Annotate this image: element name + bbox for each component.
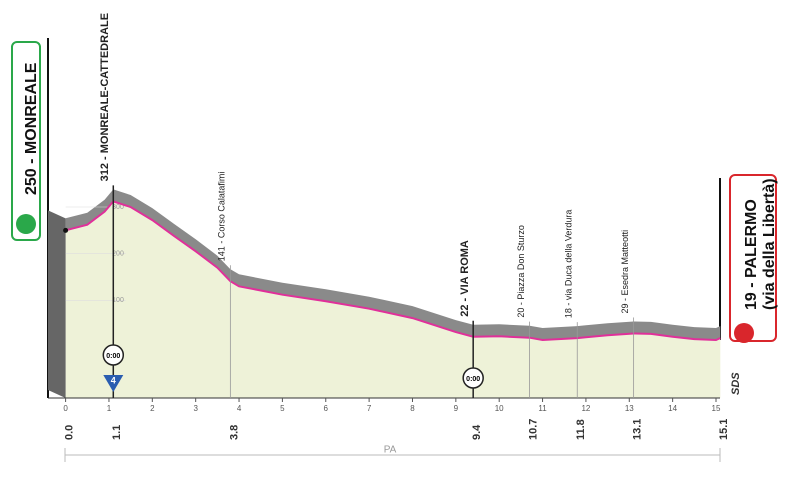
finish-label: (via della Libertà) — [761, 178, 778, 310]
waypoint-label: 18 - via Duca della Verdura — [564, 210, 574, 319]
profile-shadow — [65, 189, 721, 340]
start-label: 250 - MONREALE — [23, 62, 40, 195]
waypoint-label: 141 - Corso Calatafimi — [217, 172, 227, 262]
x-tick-label: 11 — [538, 404, 547, 413]
y-tick-label: 200 — [112, 251, 124, 258]
start-point — [63, 227, 69, 233]
time-check-label: 0:00 — [466, 376, 480, 383]
km-label: 15.1 — [718, 419, 730, 440]
km-label: 10.7 — [527, 419, 539, 440]
finish-label: 19 - PALERMO — [743, 199, 760, 310]
zone-label: PA — [384, 445, 397, 456]
km-label: 9.4 — [471, 424, 483, 440]
x-tick-label: 9 — [454, 404, 459, 413]
km-label: 0.0 — [64, 425, 76, 440]
time-check-icon — [462, 367, 484, 389]
finish-box — [729, 174, 777, 342]
x-tick-label: 10 — [495, 404, 504, 413]
x-tick-label: 5 — [280, 404, 285, 413]
x-tick-label: 6 — [324, 404, 329, 413]
km-label: 13.1 — [632, 419, 644, 440]
profile-line — [65, 200, 721, 342]
waypoint-label: 22 - VIA ROMA — [459, 240, 471, 317]
time-check-label: 0:00 — [106, 353, 120, 360]
x-tick-label: 7 — [367, 404, 372, 413]
profile-area — [65, 201, 721, 398]
climb-category: 4 — [111, 375, 116, 385]
time-check-icon — [102, 344, 125, 366]
x-tick-label: 1 — [107, 404, 112, 413]
start-icon — [16, 214, 36, 234]
climb-icon — [103, 375, 124, 392]
x-tick-label: 8 — [410, 404, 415, 413]
start-box — [11, 41, 41, 241]
km-label: 11.8 — [575, 419, 587, 440]
logo: SDS — [730, 372, 742, 395]
x-tick-label: 0 — [63, 404, 68, 413]
y-tick-label: 300 — [112, 204, 124, 211]
km-label: 1.1 — [111, 425, 123, 440]
x-tick-label: 2 — [150, 404, 155, 413]
km-label: 3.8 — [228, 425, 240, 440]
waypoint-label: 29 - Esedra Matteotti — [620, 230, 630, 314]
waypoint-label: 312 - MONREALE-CATTEDRALE — [99, 13, 111, 181]
profile-side — [48, 210, 66, 398]
x-tick-label: 13 — [625, 404, 634, 413]
x-tick-label: 12 — [581, 404, 590, 413]
x-tick-label: 15 — [712, 404, 721, 413]
waypoint-label: 20 - Piazza Don Sturzo — [516, 225, 526, 318]
x-tick-label: 3 — [193, 404, 198, 413]
x-tick-label: 4 — [237, 404, 242, 413]
finish-icon — [734, 323, 754, 343]
x-tick-label: 14 — [668, 404, 677, 413]
y-tick-label: 100 — [112, 297, 124, 304]
